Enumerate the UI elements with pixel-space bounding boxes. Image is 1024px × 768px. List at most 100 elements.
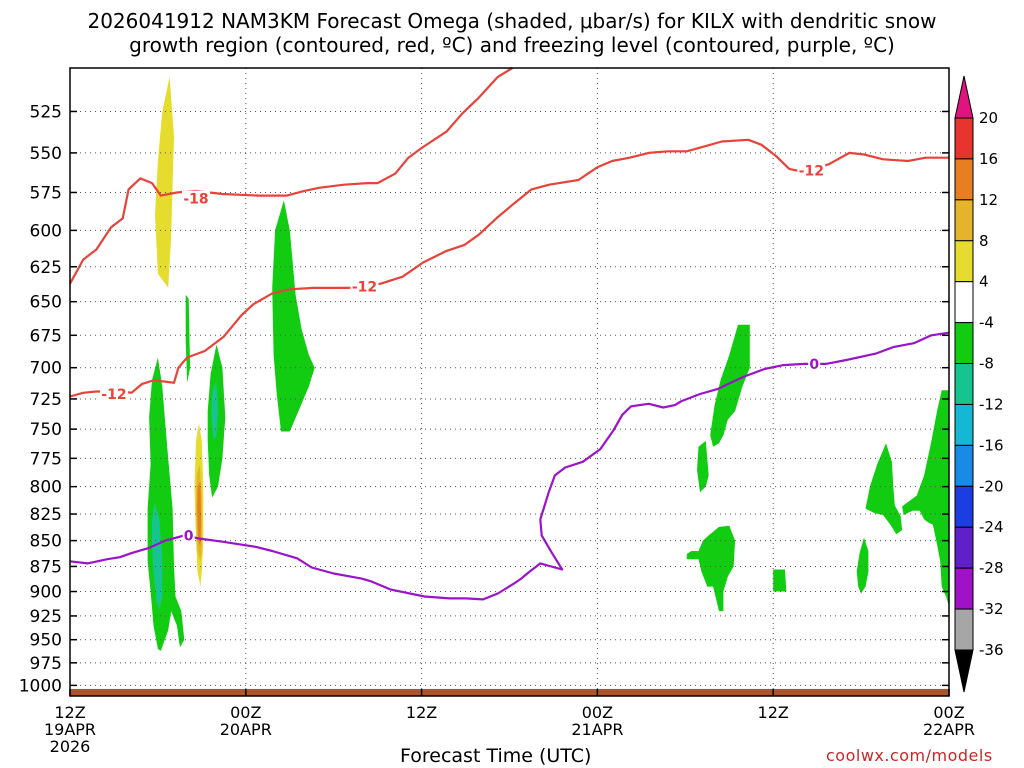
plot-border [69, 67, 950, 697]
omega-region [122, 68, 129, 231]
contour-label: 0 [184, 528, 194, 544]
x-tick-label: 12Z [54, 703, 85, 722]
y-tick-label: 800 [30, 478, 62, 498]
omega-region [185, 294, 191, 383]
omega-region [70, 119, 97, 238]
contour-label: -12 [799, 164, 824, 180]
x-tick-label: 00Z [933, 703, 964, 722]
colorbar-tick-label: -24 [979, 518, 1004, 536]
omega-region [211, 380, 218, 441]
colorbar-tick-label: 8 [979, 232, 989, 250]
y-tick-label: 825 [30, 505, 62, 525]
colorbar-bin [954, 526, 974, 569]
omega-region [865, 443, 903, 535]
y-tick-label: 950 [30, 631, 62, 651]
x-tick-label: 19APR [44, 720, 96, 739]
colorbar-tick-label: 12 [979, 191, 998, 209]
colorbar-tick-label: -12 [979, 395, 1004, 413]
temperature-contours: -18 -12 -12 -12 0 0 [69, 67, 950, 601]
y-axis-ticks: 525 550 575 600 625 650 675 700 725 750 775 800 825 8… [19, 102, 949, 696]
x-tick-label: 00Z [582, 703, 613, 722]
omega-shading [70, 68, 949, 651]
contour-line [69, 67, 513, 285]
x-tick-label: 00Z [230, 703, 261, 722]
colorbar-tick-label: -28 [979, 559, 1004, 577]
colorbar-bin [954, 567, 974, 610]
colorbar-bin [954, 281, 974, 324]
y-tick-label: 550 [30, 144, 62, 164]
x-tick-label: 12Z [406, 703, 437, 722]
x-tick-label: 12Z [758, 703, 789, 722]
x-axis-title: Forecast Time (UTC) [400, 745, 592, 767]
x-tick-label: 20APR [220, 720, 272, 739]
contour-line [69, 331, 950, 601]
contour-label: -12 [352, 279, 377, 295]
omega-region [686, 525, 736, 612]
colorbar-bin [954, 322, 974, 365]
chart-title-line1: 2026041912 NAM3KM Forecast Omega (shaded… [87, 9, 937, 33]
contour-label-bg [182, 527, 195, 543]
contour-label-bg [797, 162, 826, 178]
y-tick-label: 900 [30, 583, 62, 603]
colorbar-bin [954, 199, 974, 242]
colorbar-tick-label: -32 [979, 600, 1004, 618]
colorbar-bin [954, 485, 974, 528]
omega-region [272, 200, 315, 432]
x-tick-label: 22APR [923, 720, 975, 739]
omega-region [773, 569, 787, 592]
colorbar-bin [954, 240, 974, 283]
colorbar-tick-label: 4 [979, 273, 989, 291]
chart-title-line2: growth region (contoured, red, ºC) and f… [129, 33, 895, 57]
omega-region [152, 503, 163, 610]
contour-label-bg [181, 190, 210, 206]
colorbar-tick-label: 16 [979, 150, 998, 168]
y-tick-label: 700 [30, 359, 62, 379]
omega-region [856, 537, 869, 594]
colorbar-tick-label: -36 [979, 641, 1004, 659]
omega-region [155, 76, 174, 288]
colorbar-bin [954, 444, 974, 487]
omega-region [862, 255, 869, 309]
colorbar: 20 16 12 8 4 -4 -8 -12 -16 -20 -24 -28 -32 -36 [954, 75, 1004, 693]
y-tick-label: 725 [30, 390, 62, 410]
contour-label-bg [808, 355, 821, 371]
colorbar-bin [954, 363, 974, 405]
y-tick-label: 750 [30, 420, 62, 440]
colorbar-bin [954, 608, 974, 651]
x-tick-label: 2026 [50, 737, 91, 756]
omega-region [147, 357, 185, 651]
credit-text: coolwx.com/models [826, 746, 993, 765]
colorbar-bin [954, 158, 974, 201]
contour-label: -18 [183, 192, 208, 208]
y-tick-label: 600 [30, 221, 62, 241]
y-tick-label: 525 [30, 102, 62, 122]
contour-label: -12 [101, 387, 126, 403]
omega-region [710, 324, 750, 447]
y-tick-label: 775 [30, 449, 62, 469]
omega-region [902, 390, 949, 607]
contour-label-bg [99, 386, 128, 402]
colorbar-tick-label: -4 [979, 314, 994, 332]
y-tick-label: 575 [30, 183, 62, 203]
colorbar-tick-label: -8 [979, 355, 994, 373]
y-tick-label: 875 [30, 557, 62, 577]
colorbar-tick-label: 20 [979, 109, 998, 127]
y-tick-label: 975 [30, 654, 62, 674]
contour-line [69, 138, 949, 398]
y-tick-label: 675 [30, 326, 62, 346]
y-tick-label: 850 [30, 532, 62, 552]
colorbar-tick-label: -16 [979, 436, 1004, 454]
colorbar-tick-label: -20 [979, 477, 1004, 495]
omega-region [697, 440, 709, 493]
colorbar-bin [954, 117, 974, 160]
colorbar-bin [954, 403, 974, 446]
y-tick-label: 925 [30, 607, 62, 627]
colorbar-bottom-arrow [954, 649, 974, 693]
y-tick-label: 650 [30, 293, 62, 313]
plot-frame [69, 67, 950, 697]
x-tick-label: 21APR [571, 720, 623, 739]
colorbar-top-arrow [954, 75, 974, 119]
surface-terrain [70, 688, 949, 696]
